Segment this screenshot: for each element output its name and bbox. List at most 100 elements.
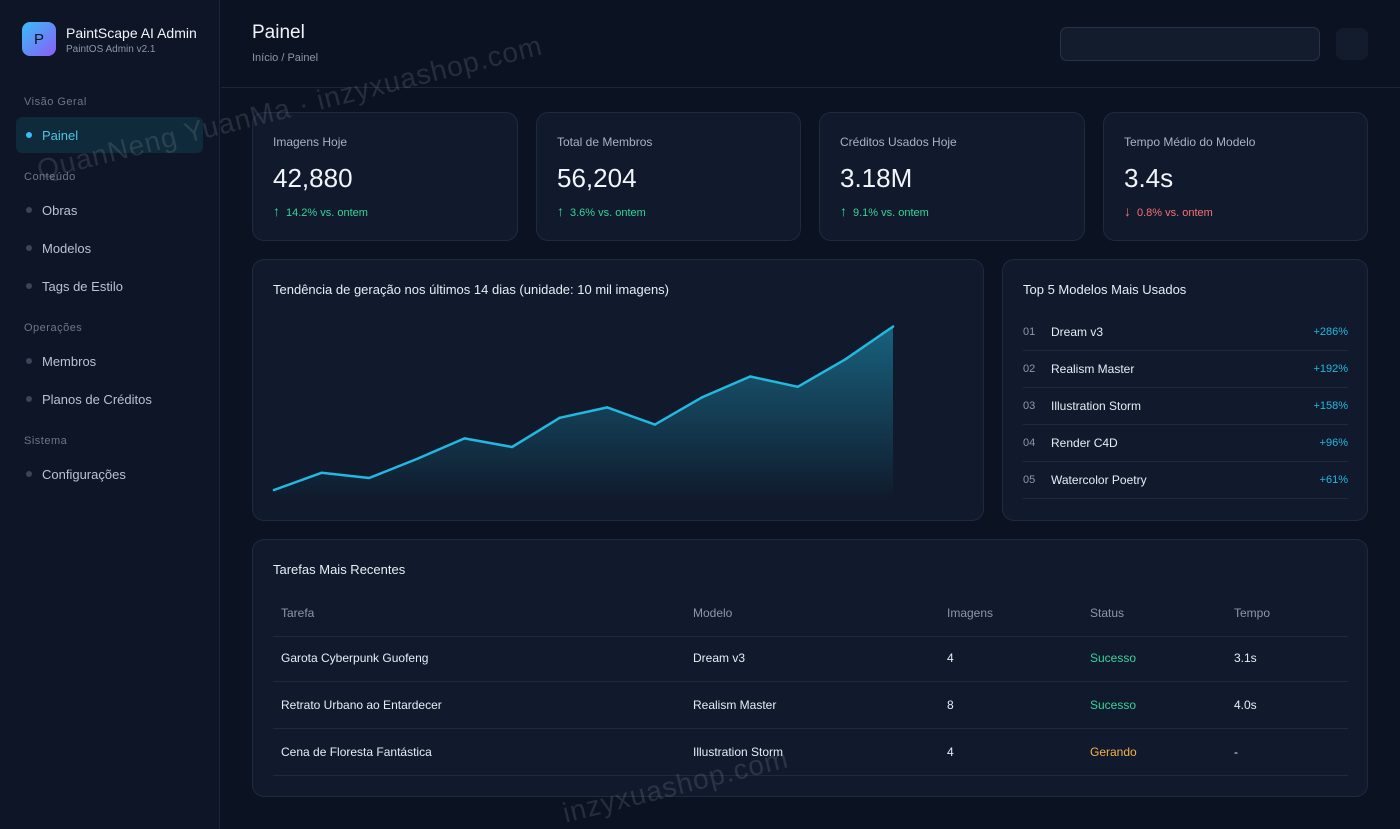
model-rank: 03 bbox=[1023, 400, 1036, 412]
stat-label: Créditos Usados Hoje bbox=[840, 135, 957, 149]
stat-value: 42,880 bbox=[273, 163, 353, 193]
brand-subtitle: PaintOS Admin v2.1 bbox=[66, 43, 156, 55]
stat-card-credits-used: Créditos Usados Hoje 3.18M ↑ 9.1% vs. ont… bbox=[819, 112, 1085, 241]
stat-delta: ↑ 9.1% vs. ontem bbox=[840, 203, 929, 219]
sidebar-item-label: Configurações bbox=[42, 466, 126, 482]
stat-label: Tempo Médio do Modelo bbox=[1124, 135, 1256, 149]
sidebar-item-settings[interactable]: Configurações bbox=[16, 456, 203, 492]
table-row[interactable]: Garota Cyberpunk Guofeng Dream v3 4 Suce… bbox=[273, 635, 1348, 682]
trend-point bbox=[368, 476, 371, 480]
stat-label: Total de Membros bbox=[557, 135, 653, 149]
model-row[interactable]: 01 Dream v3 +286% bbox=[1023, 314, 1348, 351]
task-time: 3.1s bbox=[1234, 651, 1257, 665]
trend-point bbox=[320, 471, 323, 474]
dot-icon bbox=[26, 471, 32, 477]
task-images: 4 bbox=[947, 745, 954, 759]
sidebar-item-credit-plans[interactable]: Planos de Créditos bbox=[16, 381, 203, 417]
search-input[interactable] bbox=[1060, 27, 1320, 61]
sidebar-item-models[interactable]: Modelos bbox=[16, 230, 203, 266]
model-growth: +158% bbox=[1313, 400, 1348, 412]
task-model: Illustration Storm bbox=[693, 745, 784, 759]
model-row[interactable]: 04 Render C4D +96% bbox=[1023, 425, 1348, 462]
task-status: Sucesso bbox=[1090, 651, 1137, 665]
model-growth: +286% bbox=[1313, 326, 1348, 338]
top-models-title: Top 5 Modelos Mais Usados bbox=[1023, 282, 1187, 297]
section-label-overview: Visão Geral bbox=[24, 96, 87, 108]
recent-tasks-title: Tarefas Mais Recentes bbox=[273, 562, 406, 577]
table-row[interactable]: Retrato Urbano ao Entardecer Realism Mas… bbox=[273, 682, 1348, 729]
chart-title: Tendência de geração nos últimos 14 dias… bbox=[273, 282, 670, 297]
column-header[interactable]: Tempo bbox=[1234, 606, 1271, 620]
task-model: Realism Master bbox=[693, 698, 777, 712]
task-images: 4 bbox=[947, 651, 954, 665]
sidebar-item-label: Membros bbox=[42, 353, 97, 369]
trend-point bbox=[558, 416, 561, 419]
model-row[interactable]: 02 Realism Master +192% bbox=[1023, 351, 1348, 388]
model-rank: 02 bbox=[1023, 363, 1036, 375]
task-time: - bbox=[1234, 745, 1238, 759]
sidebar-item-members[interactable]: Membros bbox=[16, 343, 203, 379]
task-time: 4.0s bbox=[1234, 698, 1257, 712]
dot-icon bbox=[26, 283, 32, 289]
model-growth: +96% bbox=[1319, 437, 1348, 449]
model-row[interactable]: 03 Illustration Storm +158% bbox=[1023, 388, 1348, 425]
task-name: Garota Cyberpunk Guofeng bbox=[281, 651, 429, 665]
column-header[interactable]: Modelo bbox=[693, 606, 733, 620]
task-status: Sucesso bbox=[1090, 698, 1137, 712]
table-header: Tarefa Modelo Imagens Status Tempo bbox=[273, 590, 1348, 637]
trend-point bbox=[891, 325, 895, 328]
brand-title: PaintScape AI Admin bbox=[66, 24, 197, 41]
brand-logo: P bbox=[22, 22, 56, 56]
model-name: Dream v3 bbox=[1051, 325, 1104, 339]
trend-line bbox=[272, 325, 895, 492]
dot-icon bbox=[26, 207, 32, 213]
dot-icon bbox=[26, 396, 32, 402]
column-header[interactable]: Status bbox=[1090, 606, 1125, 620]
sidebar-item-style-tags[interactable]: Tags de Estilo bbox=[16, 268, 203, 304]
trend-point bbox=[463, 437, 466, 440]
column-header[interactable]: Tarefa bbox=[281, 606, 315, 620]
stat-card-images-today: Imagens Hoje 42,880 ↑ 14.2% vs. ontem bbox=[252, 112, 518, 241]
task-name: Cena de Floresta Fantástica bbox=[281, 745, 432, 759]
trend-point bbox=[415, 457, 419, 461]
stat-delta: ↑ 14.2% vs. ontem bbox=[273, 203, 368, 219]
trend-point bbox=[748, 375, 752, 378]
model-rank: 04 bbox=[1023, 437, 1036, 449]
stat-card-total-members: Total de Membros 56,204 ↑ 3.6% vs. ontem bbox=[536, 112, 801, 241]
stat-value: 56,204 bbox=[557, 163, 637, 193]
model-name: Render C4D bbox=[1051, 436, 1118, 450]
sidebar-item-label: Tags de Estilo bbox=[42, 278, 123, 294]
model-name: Realism Master bbox=[1051, 362, 1135, 376]
top-models-card: Top 5 Modelos Mais Usados 01 Dream v3 +2… bbox=[1002, 259, 1368, 521]
sidebar-item-dashboard[interactable]: Painel bbox=[16, 117, 203, 153]
sidebar-item-label: Painel bbox=[42, 127, 79, 143]
stat-delta: ↑ 3.6% vs. ontem bbox=[557, 203, 646, 219]
brand[interactable]: P PaintScape AI Admin PaintOS Admin v2.1 bbox=[22, 22, 197, 56]
trend-point bbox=[272, 488, 276, 492]
stat-value: 3.4s bbox=[1124, 163, 1174, 193]
model-name: Watercolor Poetry bbox=[1051, 473, 1147, 487]
model-rank: 01 bbox=[1023, 326, 1036, 338]
column-header[interactable]: Imagens bbox=[947, 606, 994, 620]
trend-point bbox=[701, 395, 704, 399]
model-rank: 05 bbox=[1023, 474, 1036, 486]
task-model: Dream v3 bbox=[693, 651, 746, 665]
breadcrumb: Início / Painel bbox=[252, 52, 319, 64]
model-growth: +192% bbox=[1313, 363, 1348, 375]
sidebar: P PaintScape AI Admin PaintOS Admin v2.1… bbox=[0, 0, 220, 829]
model-growth: +61% bbox=[1319, 474, 1348, 486]
table-row[interactable]: Cena de Floresta Fantástica Illustration… bbox=[273, 729, 1348, 776]
dot-icon bbox=[26, 245, 32, 251]
sidebar-item-works[interactable]: Obras bbox=[16, 192, 203, 228]
model-row[interactable]: 05 Watercolor Poetry +61% bbox=[1023, 462, 1348, 499]
section-label-operations: Operações bbox=[24, 322, 83, 334]
task-images: 8 bbox=[947, 698, 954, 712]
trend-point bbox=[606, 406, 609, 409]
task-name: Retrato Urbano ao Entardecer bbox=[281, 698, 442, 712]
section-label-system: Sistema bbox=[24, 435, 68, 447]
sidebar-item-label: Modelos bbox=[42, 240, 92, 256]
header-action-button[interactable] bbox=[1336, 28, 1368, 60]
model-name: Illustration Storm bbox=[1051, 399, 1142, 413]
arrow-up-icon: ↑ bbox=[273, 203, 280, 219]
trend-chart bbox=[272, 325, 895, 500]
